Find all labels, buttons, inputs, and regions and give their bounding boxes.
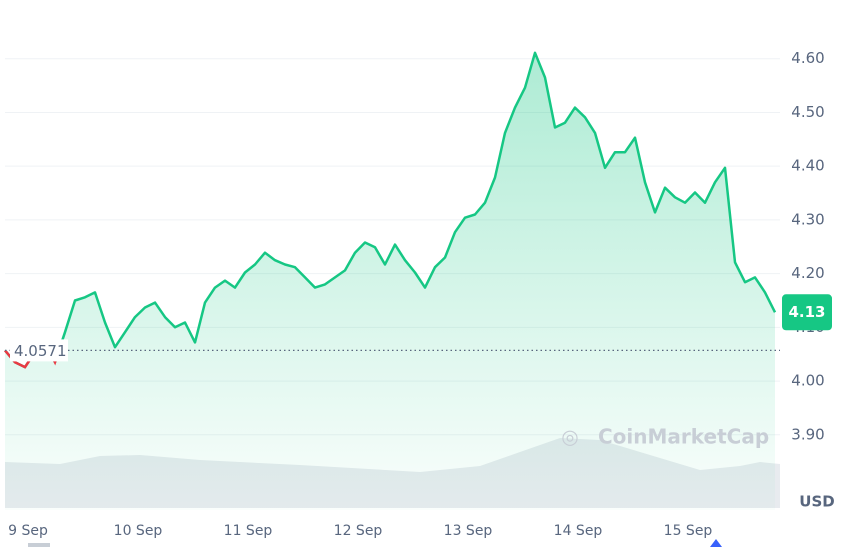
x-tick-label: 11 Sep [224, 523, 273, 539]
x-tick-label: 14 Sep [554, 523, 603, 539]
x-tick-label: 10 Sep [114, 523, 163, 539]
y-tick-label: 4.40 [791, 157, 824, 175]
x-tick-label: 15 Sep [664, 523, 713, 539]
current-price-badge [782, 294, 832, 331]
reference-label-bg [10, 339, 68, 362]
y-tick-label: 4.20 [791, 264, 824, 282]
watermark-icon: ◎ [561, 425, 578, 449]
watermark: CoinMarketCap [598, 425, 769, 449]
scroll-marker[interactable] [710, 539, 722, 547]
y-tick-label: 4.00 [791, 372, 824, 390]
x-tick-label: 9 Sep [8, 523, 48, 539]
y-tick-label: 4.50 [791, 103, 824, 121]
current-price-label: 4.13 [788, 303, 825, 321]
y-tick-label: 3.90 [791, 425, 824, 443]
scroll-handle[interactable] [28, 543, 50, 547]
reference-label: 4.0571 [14, 342, 67, 360]
y-tick-label: 4.60 [791, 49, 824, 67]
price-line [4, 51, 777, 369]
currency-label: USD [799, 493, 834, 511]
y-tick-label: 4.30 [791, 210, 824, 228]
x-tick-label: 12 Sep [334, 523, 383, 539]
x-tick-label: 13 Sep [444, 523, 493, 539]
price-area [5, 52, 775, 511]
